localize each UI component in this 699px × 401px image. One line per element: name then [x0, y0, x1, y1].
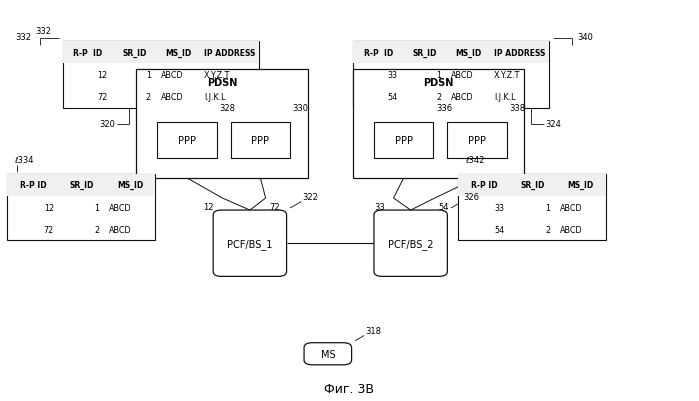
Bar — [63, 42, 259, 64]
Bar — [63, 42, 259, 108]
Text: 2: 2 — [94, 225, 99, 234]
FancyBboxPatch shape — [374, 211, 447, 277]
Text: PPP: PPP — [468, 136, 486, 145]
Text: IP ADDRESS: IP ADDRESS — [494, 49, 545, 58]
Text: SR_ID: SR_ID — [413, 49, 437, 58]
Text: SR_ID: SR_ID — [521, 181, 545, 190]
Text: 1: 1 — [146, 71, 151, 80]
Text: X.Y.Z.T: X.Y.Z.T — [494, 71, 521, 80]
FancyBboxPatch shape — [304, 343, 352, 365]
Text: ABCD: ABCD — [451, 93, 473, 102]
Text: 12: 12 — [203, 203, 214, 211]
Text: 12: 12 — [44, 203, 54, 212]
Text: ABCD: ABCD — [109, 225, 131, 234]
Text: 2: 2 — [545, 225, 550, 234]
Text: PDSN: PDSN — [207, 78, 237, 88]
Text: 332: 332 — [35, 27, 51, 36]
Text: 72: 72 — [269, 203, 280, 211]
Text: R-P ID: R-P ID — [470, 181, 498, 190]
Text: ℓ342: ℓ342 — [465, 156, 484, 164]
Text: 1: 1 — [545, 203, 550, 212]
Text: Фиг. 3В: Фиг. 3В — [324, 382, 375, 395]
Text: PCF/BS_1: PCF/BS_1 — [227, 238, 273, 249]
Text: 1: 1 — [436, 71, 441, 80]
Bar — [231, 122, 290, 158]
Bar — [7, 174, 155, 241]
Text: 72: 72 — [43, 225, 54, 234]
Text: 72: 72 — [97, 93, 108, 102]
Text: I.J.K.L: I.J.K.L — [204, 93, 226, 102]
Text: PPP: PPP — [395, 136, 412, 145]
Text: 324: 324 — [545, 120, 561, 129]
Text: PCF/BS_2: PCF/BS_2 — [388, 238, 433, 249]
Text: 332: 332 — [15, 33, 31, 42]
Text: SR_ID: SR_ID — [70, 181, 94, 190]
Text: 326: 326 — [463, 192, 480, 201]
Bar — [136, 70, 308, 178]
Text: ABCD: ABCD — [451, 71, 473, 80]
Text: MS: MS — [321, 349, 335, 359]
Text: 12: 12 — [98, 71, 108, 80]
Text: ABCD: ABCD — [560, 203, 582, 212]
Bar — [7, 174, 155, 196]
Text: 2: 2 — [436, 93, 441, 102]
Text: ℓ334: ℓ334 — [14, 156, 34, 164]
Text: ABCD: ABCD — [161, 93, 183, 102]
Text: 340: 340 — [577, 33, 593, 42]
Text: 1: 1 — [94, 203, 99, 212]
Text: R-P  ID: R-P ID — [73, 49, 103, 58]
Text: 320: 320 — [99, 120, 115, 129]
Text: PDSN: PDSN — [424, 78, 454, 88]
Bar — [447, 122, 507, 158]
Bar — [157, 122, 217, 158]
Text: MS_ID: MS_ID — [117, 181, 143, 190]
Text: I.J.K.L: I.J.K.L — [494, 93, 516, 102]
Text: IP ADDRESS: IP ADDRESS — [204, 49, 255, 58]
Text: 2: 2 — [146, 93, 151, 102]
Text: PPP: PPP — [252, 136, 269, 145]
Text: SR_ID: SR_ID — [123, 49, 147, 58]
Text: 33: 33 — [388, 71, 398, 80]
Text: R-P ID: R-P ID — [20, 181, 47, 190]
Text: ABCD: ABCD — [560, 225, 582, 234]
Text: 336: 336 — [436, 103, 452, 112]
Text: MS_ID: MS_ID — [455, 49, 482, 58]
Text: MS_ID: MS_ID — [165, 49, 192, 58]
Bar — [458, 174, 606, 196]
Text: 54: 54 — [388, 93, 398, 102]
Bar — [353, 70, 524, 178]
Text: X.Y.Z.T: X.Y.Z.T — [204, 71, 231, 80]
Text: ABCD: ABCD — [109, 203, 131, 212]
Text: 54: 54 — [495, 225, 505, 234]
Text: PPP: PPP — [178, 136, 196, 145]
Text: 54: 54 — [438, 203, 449, 211]
Bar — [353, 42, 549, 64]
Text: 330: 330 — [293, 103, 309, 112]
Text: ABCD: ABCD — [161, 71, 183, 80]
Bar — [353, 42, 549, 108]
Text: 328: 328 — [219, 103, 236, 112]
Text: R-P  ID: R-P ID — [363, 49, 393, 58]
Bar — [374, 122, 433, 158]
Text: 322: 322 — [303, 192, 319, 201]
Text: 318: 318 — [366, 326, 382, 335]
Text: MS_ID: MS_ID — [568, 181, 594, 190]
Text: 338: 338 — [510, 103, 526, 112]
Text: 33: 33 — [495, 203, 505, 212]
Bar — [458, 174, 606, 241]
FancyBboxPatch shape — [213, 211, 287, 277]
Text: 33: 33 — [375, 203, 385, 211]
